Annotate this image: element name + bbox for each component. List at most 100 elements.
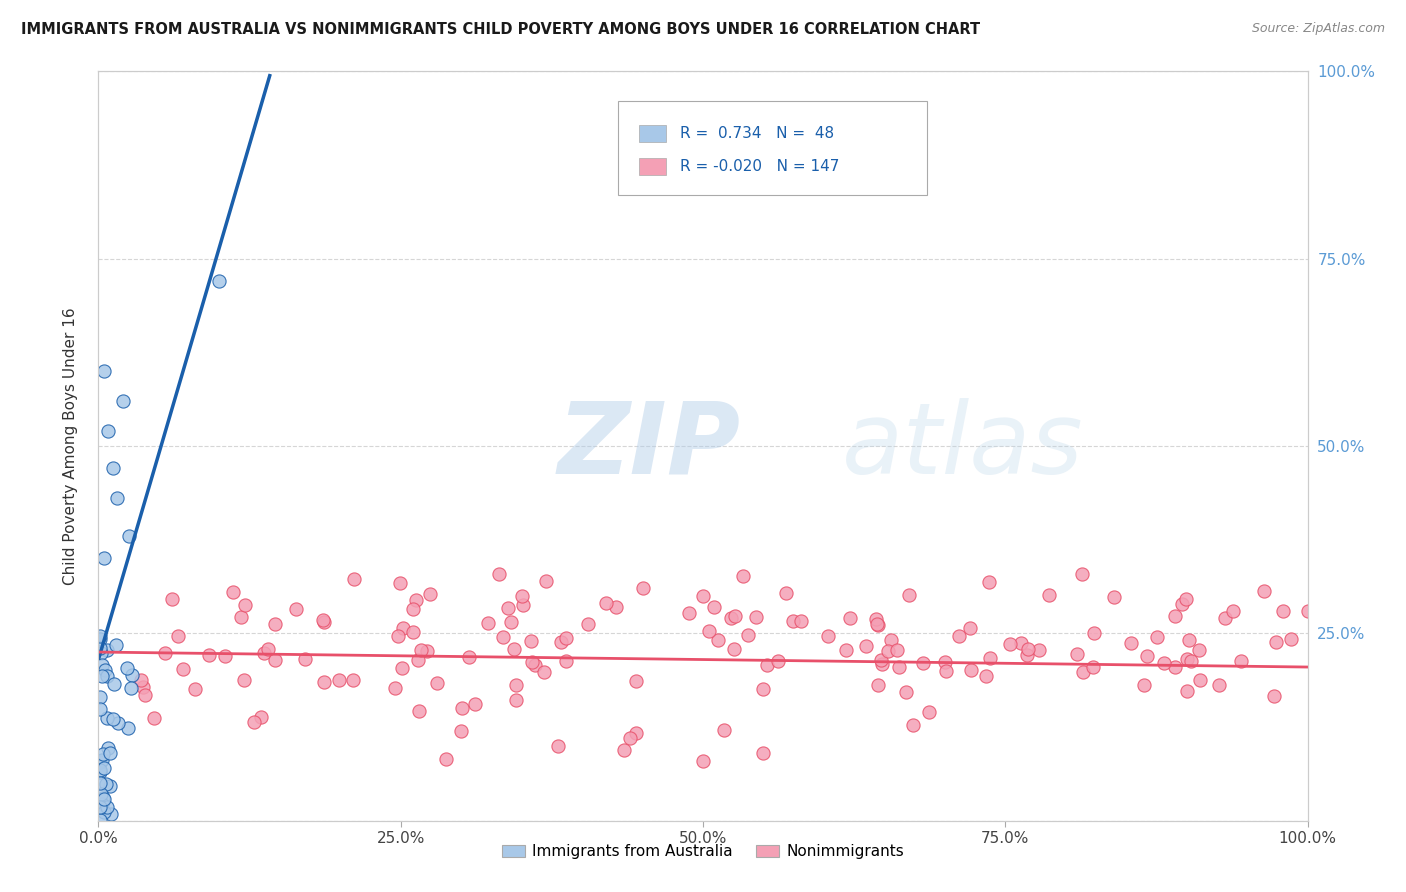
Point	[1133, 678, 1156, 692]
Point	[1070, 567, 1092, 582]
Point	[90, 787, 112, 801]
Point	[817, 629, 839, 643]
Point	[678, 606, 700, 620]
Point	[752, 681, 775, 696]
Text: Source: ZipAtlas.com: Source: ZipAtlas.com	[1251, 22, 1385, 36]
Point	[1208, 678, 1230, 692]
Point	[98, 779, 121, 793]
Point	[129, 673, 152, 688]
Point	[90, 646, 112, 660]
Text: ZIP: ZIP	[558, 398, 741, 494]
Point	[1104, 590, 1126, 604]
Point	[624, 673, 647, 688]
Point	[89, 813, 111, 827]
Point	[547, 739, 569, 753]
Point	[233, 599, 256, 613]
Point	[434, 752, 457, 766]
Point	[894, 684, 917, 698]
Point	[886, 643, 908, 657]
Text: atlas: atlas	[842, 398, 1084, 494]
Point	[96, 643, 118, 657]
Point	[1175, 684, 1198, 698]
Point	[342, 673, 364, 687]
Point	[619, 731, 641, 746]
Point	[117, 721, 139, 735]
Point	[876, 644, 898, 658]
Point	[512, 598, 534, 612]
Point	[723, 641, 745, 656]
Point	[948, 629, 970, 643]
Point	[342, 572, 364, 586]
Point	[107, 716, 129, 731]
Point	[1188, 673, 1211, 688]
Point	[242, 714, 264, 729]
Point	[1229, 654, 1251, 668]
FancyBboxPatch shape	[619, 102, 927, 195]
Point	[93, 551, 115, 566]
Point	[974, 669, 997, 683]
Point	[96, 669, 118, 683]
Point	[733, 569, 755, 583]
Point	[613, 743, 636, 757]
Point	[707, 632, 730, 647]
Point	[960, 663, 983, 677]
Point	[724, 608, 747, 623]
Point	[1170, 597, 1192, 611]
Point	[510, 589, 533, 603]
Point	[253, 646, 276, 660]
Point	[897, 588, 920, 602]
Point	[1017, 641, 1039, 656]
Point	[232, 673, 254, 687]
Point	[713, 723, 735, 737]
Point	[450, 701, 472, 715]
Point	[720, 611, 742, 625]
Point	[782, 614, 804, 628]
Point	[1015, 648, 1038, 662]
Point	[409, 643, 432, 657]
Point	[1083, 626, 1105, 640]
Point	[392, 621, 415, 635]
Legend: Immigrants from Australia, Nonimmigrants: Immigrants from Australia, Nonimmigrants	[496, 838, 910, 865]
Point	[1213, 611, 1236, 625]
Point	[1272, 604, 1295, 618]
Point	[533, 665, 555, 680]
Point	[222, 585, 245, 599]
Point	[1296, 604, 1319, 618]
Point	[111, 394, 134, 409]
Text: IMMIGRANTS FROM AUSTRALIA VS NONIMMIGRANTS CHILD POVERTY AMONG BOYS UNDER 16 COR: IMMIGRANTS FROM AUSTRALIA VS NONIMMIGRAN…	[21, 22, 980, 37]
Point	[1066, 647, 1088, 661]
Point	[90, 753, 112, 767]
Point	[419, 587, 441, 601]
Point	[523, 657, 546, 672]
Point	[499, 615, 522, 629]
Point	[866, 617, 889, 632]
Point	[208, 274, 231, 288]
Point	[160, 592, 183, 607]
Point	[1177, 632, 1199, 647]
Point	[576, 617, 599, 632]
Point	[1000, 637, 1022, 651]
Point	[91, 790, 114, 805]
Point	[96, 799, 118, 814]
Point	[256, 642, 278, 657]
Y-axis label: Child Poverty Among Boys Under 16: Child Poverty Among Boys Under 16	[63, 307, 77, 585]
Point	[167, 629, 190, 643]
Point	[901, 717, 924, 731]
Point	[184, 682, 207, 697]
Point	[550, 635, 572, 649]
Point	[89, 690, 111, 704]
Point	[91, 747, 114, 761]
Point	[1174, 592, 1197, 607]
Point	[496, 601, 519, 615]
Point	[1180, 654, 1202, 668]
Point	[93, 792, 115, 806]
Point	[477, 616, 499, 631]
Point	[97, 424, 120, 438]
Point	[387, 629, 409, 643]
Bar	[638, 125, 665, 142]
Point	[402, 625, 425, 640]
Point	[89, 776, 111, 790]
Point	[1010, 636, 1032, 650]
Point	[595, 596, 617, 610]
Point	[143, 711, 166, 725]
